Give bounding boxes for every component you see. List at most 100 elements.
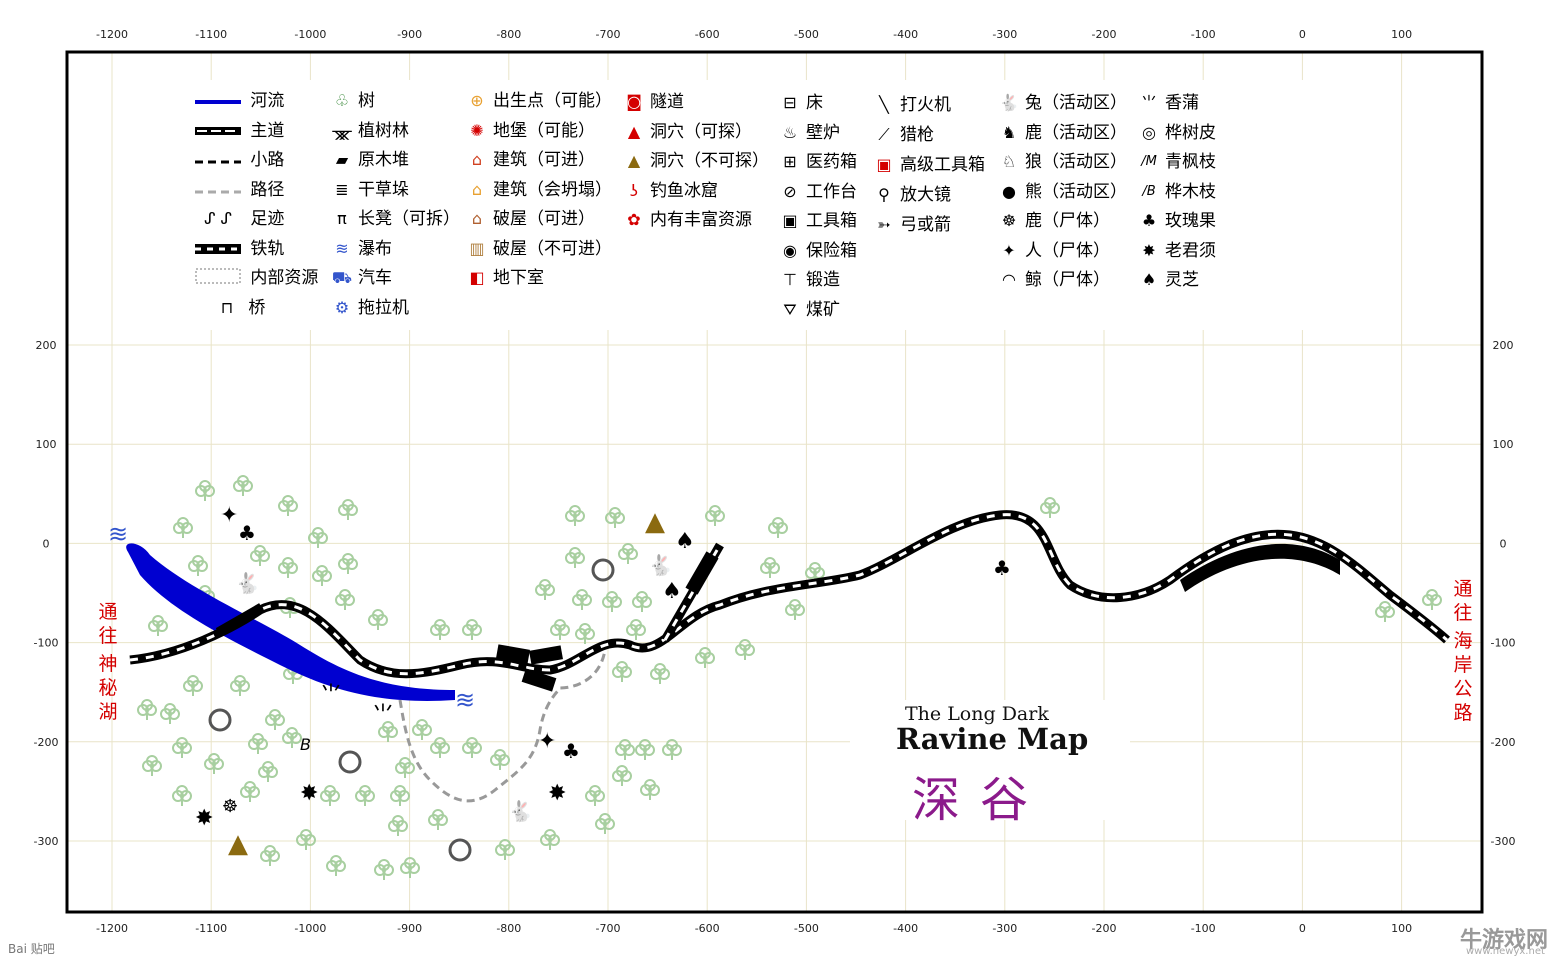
legend-item-tractor: ⚙ 拖拉机: [330, 298, 460, 328]
tree-icon: [260, 845, 280, 866]
river-icon: [195, 91, 241, 111]
rosehip-icon: ♣: [993, 556, 1011, 580]
y-tick-label: -200: [34, 736, 59, 749]
legend-item-rich-resources: ✿ 内有丰富资源: [622, 210, 769, 240]
rabbit-icon: 🐇: [999, 93, 1019, 112]
tree-icon: [572, 589, 592, 610]
lighter-icon: ╲: [879, 95, 889, 114]
legend-col1: 河流 主道 小路 路径 ᔑ ᔑ 足迹 铁轨 内部资源 ⊓ 桥: [195, 91, 318, 327]
legend-item-fireplace: ♨ 壁炉: [778, 123, 857, 153]
spawn-icon: ⊕: [470, 91, 484, 110]
tree-icon: [705, 505, 725, 526]
footprints-icon: ᔑ ᔑ: [204, 209, 232, 228]
medkit-icon: ⊞: [783, 152, 797, 171]
legend-item-spawn: ⊕ 出生点（可能）: [465, 91, 612, 121]
waterfall-icon: ≋: [108, 520, 128, 548]
title-background: [850, 700, 1130, 820]
birch-bark-icon: [338, 750, 362, 774]
tree-icon: [650, 663, 670, 684]
tree-icon: [550, 619, 570, 640]
bridge-icon: ⊓: [220, 297, 234, 317]
legend-item-main-road: 主道: [195, 121, 318, 151]
tree-icon: [368, 609, 388, 630]
tree-icon: [595, 813, 615, 834]
legend-item-workbench: ⊘ 工作台: [778, 182, 857, 212]
tree-icon: [338, 499, 358, 520]
old-mans-beard-icon: ✸: [300, 781, 318, 806]
mushroom-icon: ♠: [662, 579, 682, 604]
x-tick-label: -200: [1092, 922, 1117, 935]
legend-item-human-corpse: ✦ 人（尸体）: [997, 241, 1127, 271]
cave-icon: ▲: [627, 121, 641, 141]
mushroom-icon: ♠: [1141, 270, 1157, 289]
fireplace-icon: ♨: [782, 122, 798, 142]
x-tick-label: -100: [1191, 922, 1216, 935]
cattail-icon: ⺌: [320, 683, 342, 708]
legend-item-bunker: ✺ 地堡（可能）: [465, 121, 612, 151]
rabbit-icon: 🐇: [508, 799, 533, 823]
legend-item-ice-fishing: ʖ 钓鱼冰窟: [622, 181, 769, 211]
watermark-baidu: Bai 贴吧: [8, 942, 55, 956]
logpile-icon: ▰: [335, 150, 349, 169]
cattail-icon: ⺌: [372, 703, 394, 728]
tree-icon: [1040, 497, 1060, 518]
x-tick-label: -1100: [195, 922, 227, 935]
tree-icon: [282, 727, 302, 748]
tree-icon: [462, 737, 482, 758]
tree-icon: [148, 615, 168, 636]
x-tick-label: -1100: [195, 28, 227, 41]
tree-icon: [612, 765, 632, 786]
tree-icon: [265, 709, 285, 730]
waterfall-icon: ≋: [335, 238, 349, 258]
human-corpse-icon: ✦: [538, 729, 556, 754]
basement-icon: ◧: [469, 268, 485, 287]
clover-icon: ✿: [627, 210, 641, 229]
tree-icon: [662, 739, 682, 760]
birch-branch-icon: B: [300, 735, 311, 754]
tree-icon: [635, 739, 655, 760]
main-road-icon: [195, 121, 241, 141]
tree-icon: [204, 753, 224, 774]
x-tick-label: -100: [1191, 28, 1216, 41]
axis-ticks: -1200-1200-1100-1100-1000-1000-900-900-8…: [34, 28, 1516, 935]
old-mans-beard-icon: ✸: [548, 781, 566, 806]
watermark-newyx: 牛游戏网: [1460, 928, 1549, 953]
fishing-hook-icon: ʖ: [629, 180, 639, 200]
legend-item-quality-toolbox: ▣ 高级工具箱: [872, 155, 985, 185]
deer-icon: ♞: [1001, 122, 1017, 142]
tree-icon: [462, 619, 482, 640]
x-tick-label: -700: [596, 28, 621, 41]
x-tick-label: -800: [496, 28, 521, 41]
rabbit-icon: 🐇: [648, 553, 673, 577]
legend-item-shack-closed: ▥ 破屋（不可进）: [465, 239, 612, 269]
legend-item-path: 路径: [195, 180, 318, 210]
legend-item-tunnel: ◙ 隧道: [622, 92, 769, 122]
legend-item-deer-area: ♞ 鹿（活动区）: [997, 123, 1127, 153]
tree-icon: [1375, 601, 1395, 622]
human-corpse-icon: ✦: [1002, 240, 1016, 260]
old-mans-beard-icon: ✸: [1142, 240, 1156, 260]
bench-icon: π: [337, 209, 347, 228]
rifle-icon: ⟋: [878, 125, 890, 144]
x-tick-label: -900: [397, 922, 422, 935]
legend-background: [180, 80, 1330, 330]
birch-branch-icon: /B: [1142, 183, 1156, 199]
legend-item-tree: ♧ 树: [330, 91, 460, 121]
bed-icon: ⊟: [783, 93, 797, 112]
tree-icon: [278, 557, 298, 578]
legend-item-wolf-area: ♘ 狼（活动区）: [997, 152, 1127, 182]
y-tick-label: -300: [1491, 835, 1516, 848]
tree-icon: [565, 505, 585, 526]
tree-icon: [355, 785, 375, 806]
watermark-url: www.newyx.net: [1466, 946, 1545, 957]
x-tick-label: -800: [496, 922, 521, 935]
map-title-cn: 深谷: [912, 772, 1049, 828]
x-tick-label: -500: [794, 922, 819, 935]
y-tick-label: 100: [36, 438, 57, 451]
y-tick-label: 200: [36, 339, 57, 352]
tree-icon: [296, 829, 316, 850]
safe-icon: ◉: [783, 240, 797, 260]
cave-icon: ▲: [228, 829, 248, 859]
tree-icon: [400, 857, 420, 878]
anvil-icon: ⊤: [783, 270, 797, 289]
